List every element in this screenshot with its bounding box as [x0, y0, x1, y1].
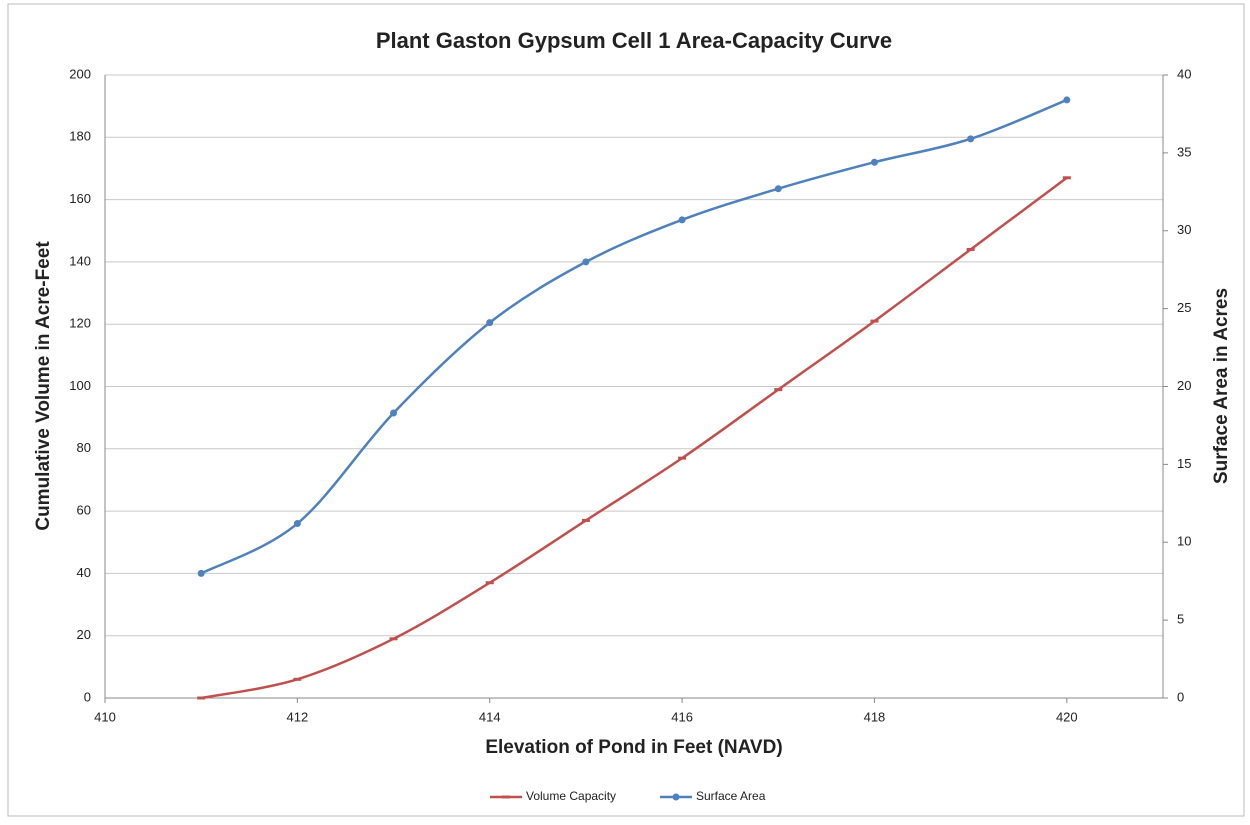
x-axis-title: Elevation of Pond in Feet (NAVD)	[485, 737, 782, 758]
chart-title: Plant Gaston Gypsum Cell 1 Area-Capacity…	[376, 28, 892, 53]
y-tick-label: 120	[69, 316, 91, 331]
y-tick-label: 60	[77, 503, 91, 518]
y2-tick-label: 40	[1177, 66, 1191, 81]
y-tick-label: 180	[69, 129, 91, 144]
point-marker	[967, 135, 975, 143]
point-marker	[774, 185, 782, 193]
point-marker	[678, 216, 686, 224]
point-marker	[774, 388, 783, 392]
y-tick-label: 200	[69, 66, 91, 81]
legend-label: Volume Capacity	[526, 789, 616, 803]
point-marker	[293, 520, 301, 528]
x-tick-label: 414	[479, 709, 501, 724]
y2-tick-label: 10	[1177, 534, 1191, 549]
y-tick-label: 100	[69, 378, 91, 393]
x-tick-label: 412	[287, 709, 309, 724]
point-marker	[293, 677, 302, 681]
point-marker	[870, 158, 878, 166]
y2-tick-label: 30	[1177, 222, 1191, 237]
point-marker	[485, 581, 494, 585]
point-marker	[1063, 96, 1071, 104]
point-marker	[197, 696, 206, 700]
x-tick-label: 416	[671, 709, 693, 724]
point-marker	[581, 518, 590, 522]
point-marker	[389, 637, 398, 641]
x-tick-label: 410	[94, 709, 116, 724]
y-tick-label: 40	[77, 565, 91, 580]
y2-tick-label: 5	[1177, 612, 1184, 627]
y2-tick-label: 0	[1177, 689, 1184, 704]
x-tick-label: 420	[1056, 709, 1078, 724]
legend-marker	[502, 795, 510, 799]
y2-tick-label: 20	[1177, 378, 1191, 393]
y2-tick-label: 25	[1177, 300, 1191, 315]
series-line	[200, 176, 1068, 700]
point-marker	[582, 258, 590, 266]
y2-tick-label: 15	[1177, 456, 1191, 471]
point-marker	[678, 456, 687, 460]
chart-border	[7, 3, 1245, 817]
x-tick-label: 418	[864, 709, 886, 724]
point-marker	[870, 319, 879, 323]
y-tick-label: 80	[77, 440, 91, 455]
legend-marker	[672, 793, 680, 801]
point-marker	[197, 569, 205, 577]
y2-tick-label: 35	[1177, 144, 1191, 159]
y2-axis-title: Surface Area in Acres	[1211, 288, 1232, 484]
y-axis-title: Cumulative Volume in Acre-Feet	[33, 241, 54, 531]
y-tick-label: 160	[69, 191, 91, 206]
point-marker	[390, 409, 398, 417]
point-marker	[486, 319, 494, 327]
legend-label: Surface Area	[696, 789, 766, 803]
y-tick-label: 140	[69, 253, 91, 268]
point-marker	[966, 247, 975, 251]
y-tick-label: 0	[84, 689, 91, 704]
series-line	[200, 98, 1068, 575]
point-marker	[1062, 176, 1071, 180]
y-tick-label: 20	[77, 627, 91, 642]
